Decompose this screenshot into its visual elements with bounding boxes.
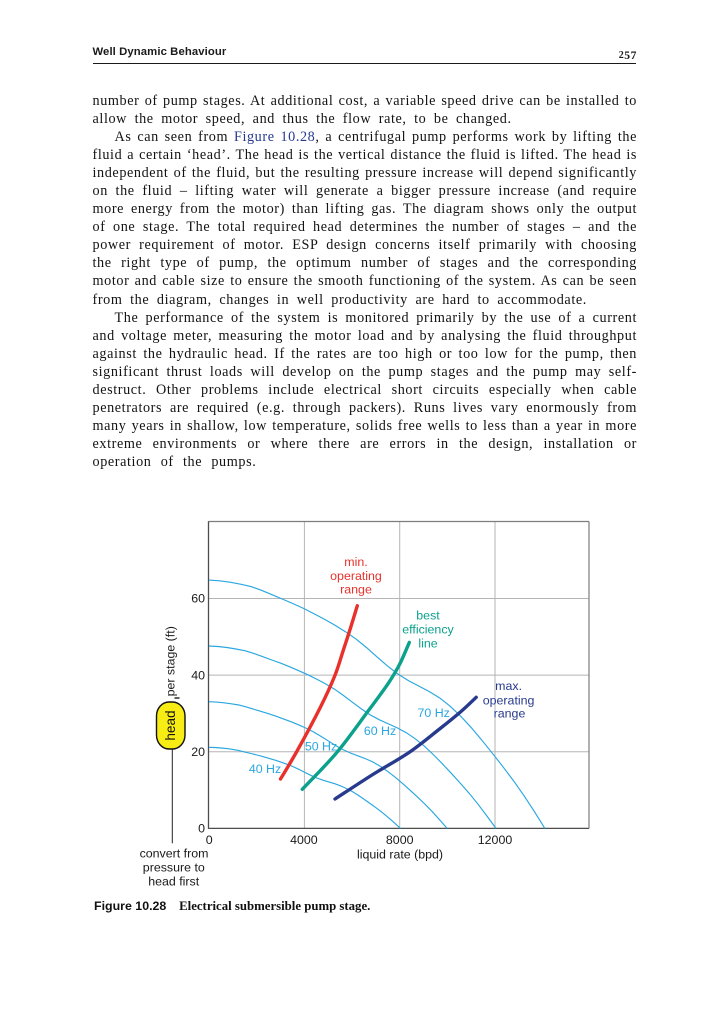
- svg-text:line: line: [418, 636, 437, 650]
- svg-text:0: 0: [206, 833, 213, 847]
- svg-text:per stage (ft): per stage (ft): [164, 626, 178, 696]
- svg-text:40 Hz: 40 Hz: [249, 762, 281, 776]
- svg-text:0: 0: [198, 822, 205, 836]
- svg-text:40: 40: [191, 668, 205, 682]
- svg-text:8000: 8000: [386, 833, 414, 847]
- svg-text:4000: 4000: [290, 833, 318, 847]
- svg-text:convert from: convert from: [140, 846, 209, 860]
- svg-text:pressure to: pressure to: [143, 860, 205, 874]
- svg-text:range: range: [340, 582, 372, 596]
- svg-text:liquid rate (bpd): liquid rate (bpd): [357, 847, 443, 861]
- svg-text:min.: min.: [344, 555, 367, 569]
- svg-text:12000: 12000: [478, 833, 513, 847]
- svg-text:operating: operating: [330, 569, 382, 583]
- svg-text:max.: max.: [495, 679, 522, 693]
- svg-text:range: range: [494, 707, 526, 721]
- svg-text:operating: operating: [483, 693, 535, 707]
- svg-text:head: head: [163, 710, 178, 740]
- svg-text:70 Hz: 70 Hz: [418, 706, 450, 720]
- svg-text:50 Hz: 50 Hz: [305, 739, 337, 753]
- svg-text:efficiency: efficiency: [402, 622, 454, 636]
- svg-text:20: 20: [191, 745, 205, 759]
- svg-text:best: best: [416, 608, 440, 622]
- svg-text:60: 60: [191, 592, 205, 606]
- svg-text:head first: head first: [148, 875, 200, 889]
- svg-text:60 Hz: 60 Hz: [364, 724, 396, 738]
